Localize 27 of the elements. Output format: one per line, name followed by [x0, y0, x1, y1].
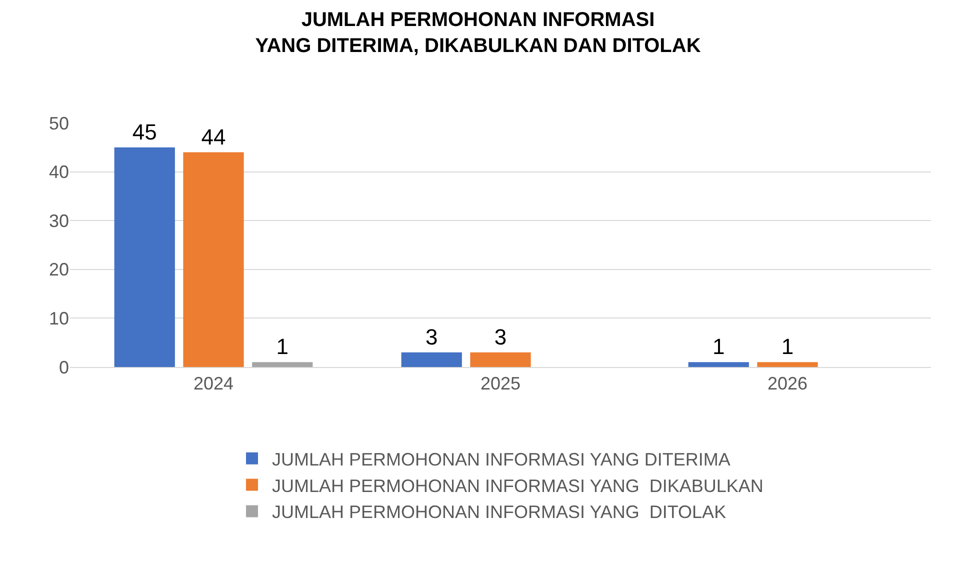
data-label: 1: [276, 334, 289, 360]
x-tick-label: 2026: [767, 374, 808, 394]
data-label: 44: [201, 124, 226, 150]
y-tick-label: 30: [48, 210, 69, 231]
y-tick-label: 20: [48, 260, 69, 280]
data-label: 45: [132, 119, 157, 144]
data-label: 3: [425, 324, 438, 350]
legend-label: JUMLAH PERMOHONAN INFORMASI YANG DIKABULKAN: [272, 476, 764, 496]
legend-label: JUMLAH PERMOHONAN INFORMASI YANG DITERIMA: [272, 449, 730, 470]
legend-label: JUMLAH PERMOHONAN INFORMASI YANG DITOLAK: [272, 502, 726, 522]
bar: [757, 362, 818, 367]
bar: [688, 362, 749, 367]
bar: [114, 147, 175, 367]
data-label: 1: [712, 334, 725, 360]
data-label: 3: [494, 324, 507, 350]
y-tick-label: 0: [58, 357, 69, 378]
chart-title: JUMLAH PERMOHONAN INFORMASI YANG DITERIMA, DIKABULKAN DAN DITOLAK: [255, 8, 702, 57]
bar: [183, 152, 244, 367]
y-tick-label: 40: [48, 162, 69, 182]
y-tick-label: 50: [48, 113, 69, 134]
y-tick-label: 10: [48, 308, 69, 328]
data-label: 1: [781, 334, 794, 360]
x-tick-label: 2024: [193, 374, 234, 394]
x-tick-label: 2025: [480, 374, 521, 394]
bar: [252, 362, 313, 367]
bar: [401, 352, 462, 367]
bar: [470, 352, 531, 367]
